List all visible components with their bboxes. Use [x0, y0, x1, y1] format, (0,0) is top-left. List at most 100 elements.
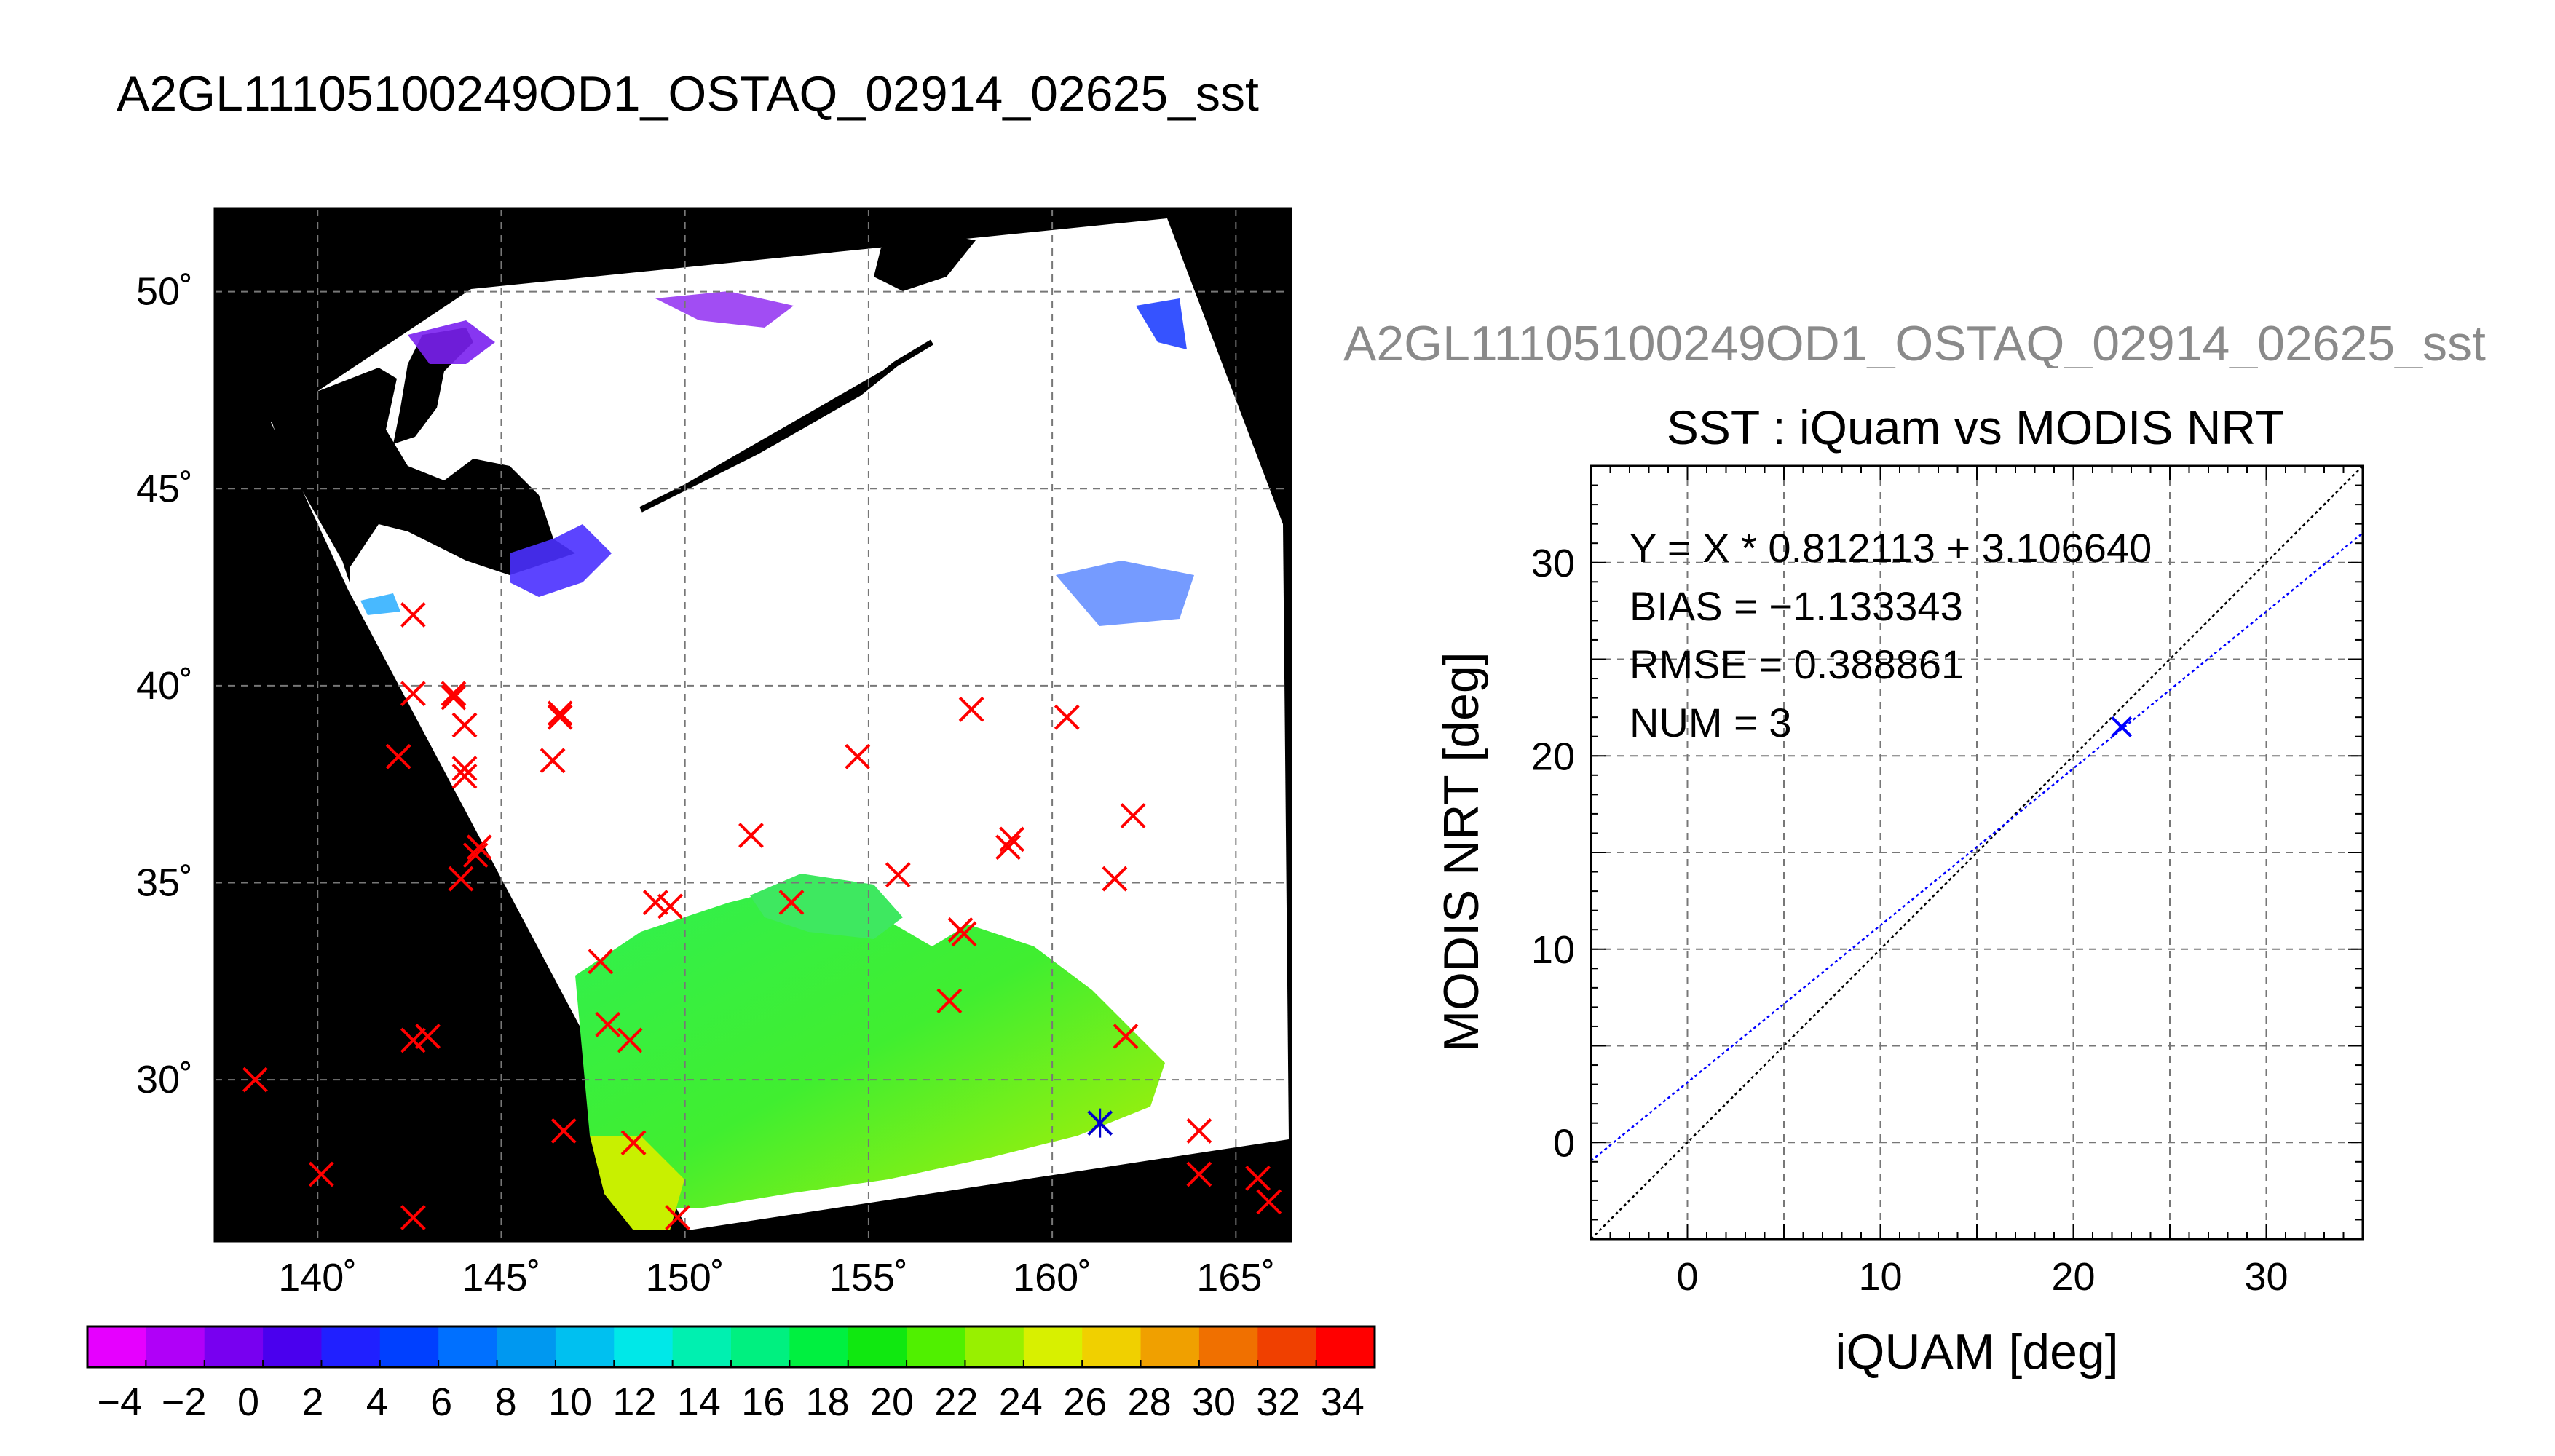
match-marker [588, 949, 614, 975]
match-marker [547, 704, 573, 730]
match-marker [242, 1067, 268, 1093]
match-marker [540, 748, 566, 774]
colorbar-label: 28 [1128, 1380, 1172, 1424]
match-marker [657, 893, 683, 919]
colorbar-label: 22 [934, 1380, 978, 1424]
page-title: A2GL11105100249OD1_OSTAQ_02914_02625_sst [117, 66, 1259, 122]
land-kamchatka [874, 233, 976, 291]
match-marker [415, 1024, 441, 1049]
colorbar-label: 34 [1321, 1380, 1365, 1424]
colorbar-segment [1082, 1326, 1142, 1367]
colorbar-segment [555, 1326, 615, 1367]
colorbar-segment [848, 1326, 907, 1367]
match-marker [617, 1027, 643, 1053]
colorbar-label: 26 [1063, 1380, 1107, 1424]
colorbar-label: 10 [548, 1380, 592, 1424]
colorbar-segment [1198, 1326, 1258, 1367]
match-marker [845, 743, 871, 769]
match-marker [738, 823, 764, 848]
match-marker [448, 866, 474, 892]
sst-warm-patch [575, 888, 1165, 1208]
colorbar-segment [497, 1326, 556, 1367]
match-marker [1120, 803, 1146, 828]
match-marker [665, 1205, 691, 1230]
colorbar-segment [1023, 1326, 1083, 1367]
colorbar-label: 6 [430, 1380, 452, 1424]
lat-tick-label: 30˚ [136, 1058, 193, 1101]
match-marker [441, 684, 467, 711]
map-plot-area [215, 209, 1291, 1241]
colorbar-segment [438, 1326, 498, 1367]
lat-tick-label: 45˚ [136, 467, 193, 510]
colorbar-segment [204, 1326, 264, 1367]
colorbar-label: 18 [806, 1380, 850, 1424]
match-marker [778, 890, 805, 915]
colorbar-segment [672, 1326, 732, 1367]
colorbar-label: 0 [237, 1380, 259, 1424]
match-marker [995, 834, 1021, 860]
scatter-figure-title: A2GL11105100249OD1_OSTAQ_02914_02625_sst [1343, 319, 2486, 368]
colorbar-segment [263, 1326, 322, 1367]
match-marker [385, 743, 411, 769]
match-marker [451, 756, 478, 781]
lat-tick-label: 40˚ [136, 664, 193, 708]
colorbar-segment [731, 1326, 790, 1367]
sst-cold-patch [360, 593, 400, 615]
lat-tick-label: 50˚ [136, 270, 193, 314]
colorbar-segment [1257, 1326, 1317, 1367]
sst-cold-patch [510, 524, 612, 597]
lon-tick-label: 165˚ [1196, 1256, 1275, 1299]
match-marker [1054, 704, 1080, 730]
colorbar-segment [146, 1326, 205, 1367]
land-hokkaido [271, 368, 575, 582]
colorbar-segment [379, 1326, 439, 1367]
colorbar-segment [1316, 1326, 1375, 1367]
sst-cold-patch [408, 320, 495, 364]
match-marker [936, 988, 963, 1014]
colorbar-label: 30 [1192, 1380, 1236, 1424]
lon-tick-label: 155˚ [829, 1256, 908, 1299]
matched-point-marker [1087, 1108, 1113, 1138]
colorbar-label: 14 [677, 1380, 721, 1424]
match-marker [642, 890, 668, 915]
lat-tick-label: 35˚ [136, 860, 193, 904]
colorbar-label: 16 [741, 1380, 785, 1424]
match-marker [595, 1011, 621, 1037]
match-marker [466, 834, 492, 860]
colorbar-segment [321, 1326, 381, 1367]
match-marker [400, 1027, 426, 1053]
colorbar-frame [86, 1325, 1376, 1369]
colorbar-segment [87, 1326, 146, 1367]
match-marker [1186, 1118, 1212, 1144]
colorbar-label: −2 [162, 1380, 207, 1424]
match-marker [1102, 866, 1128, 892]
match-marker [441, 681, 467, 707]
sst-cold-patch [1136, 298, 1187, 349]
match-marker [620, 1130, 647, 1156]
colorbar-label: 24 [999, 1380, 1043, 1424]
match-marker [1113, 1024, 1139, 1049]
match-marker [400, 602, 426, 628]
match-marker [947, 917, 974, 943]
colorbar-segment [965, 1326, 1024, 1367]
match-marker [1186, 1161, 1212, 1187]
colorbar: −4 −2 0 2 4 6 8 10 12 14 16 18 20 22 24 26 28 30 32 34 [86, 1325, 1376, 1424]
match-marker [958, 696, 984, 722]
colorbar-label: −4 [97, 1380, 142, 1424]
sst-cold-patch [655, 291, 794, 328]
match-marker [999, 826, 1025, 852]
colorbar-label: 12 [612, 1380, 656, 1424]
match-marker [462, 842, 489, 869]
lon-tick-label: 140˚ [278, 1256, 357, 1299]
colorbar-segment [907, 1326, 965, 1367]
match-marker [550, 1118, 577, 1144]
match-marker [308, 1161, 334, 1187]
sst-cold-patch [1056, 561, 1194, 626]
colorbar-label: 20 [870, 1380, 914, 1424]
sst-warm-patch [590, 1136, 684, 1230]
land-kurils [639, 339, 934, 513]
sst-warm-patch [750, 874, 903, 939]
match-marker [451, 763, 478, 789]
